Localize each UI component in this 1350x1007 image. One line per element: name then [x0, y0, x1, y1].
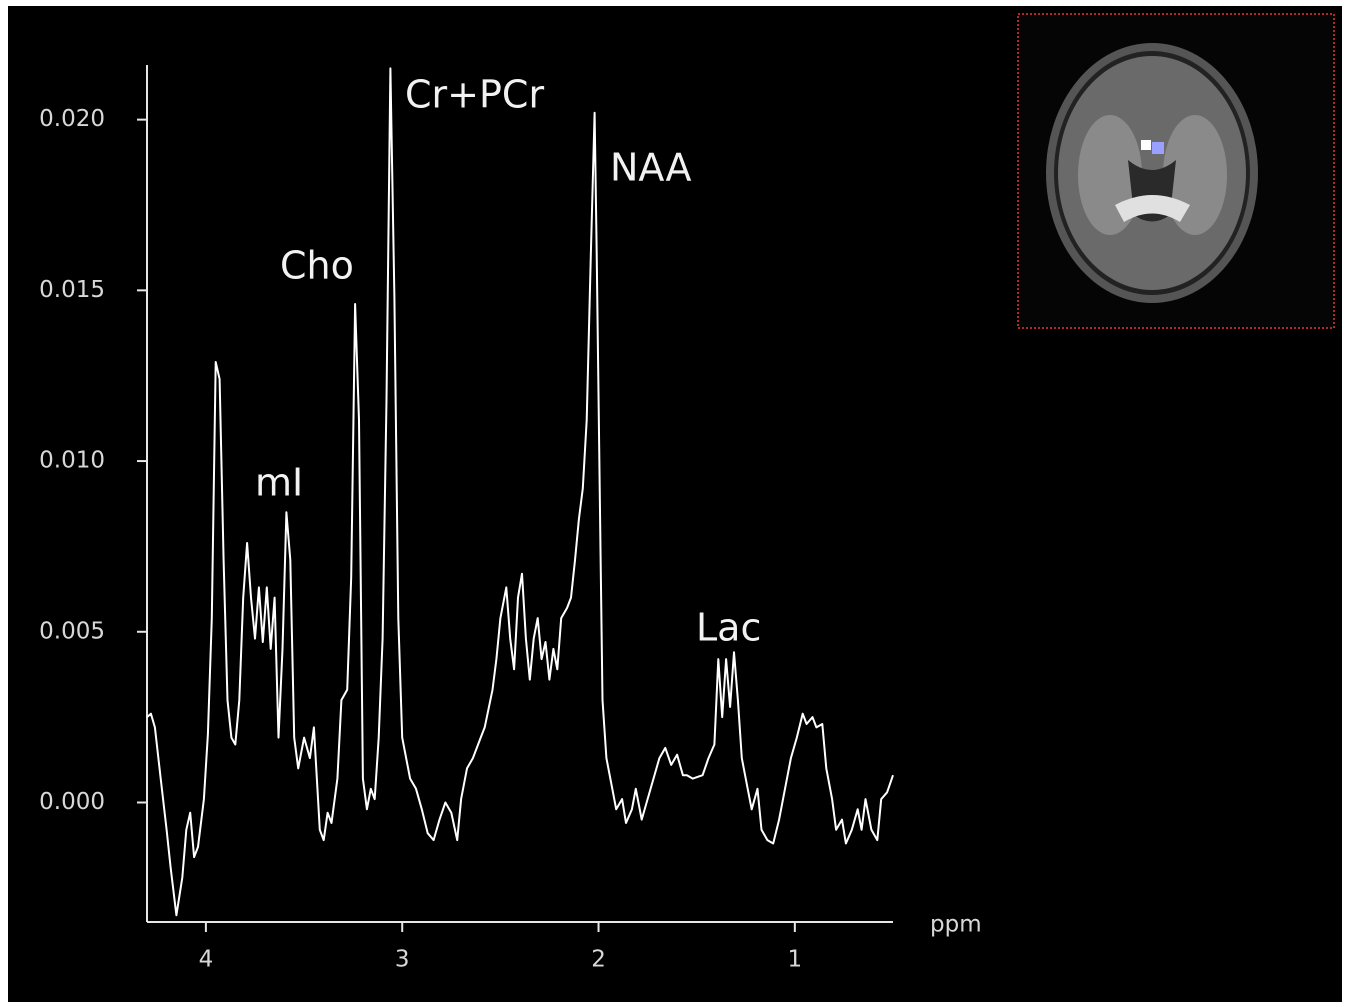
- peak-label: Lac: [696, 606, 761, 650]
- voxel: [1141, 140, 1151, 150]
- peak-label: NAA: [610, 146, 691, 190]
- peak-label: Cho: [280, 244, 354, 288]
- x-tick-label: 4: [199, 947, 214, 973]
- y-tick-label: 0.000: [39, 789, 105, 815]
- x-tick-label: 1: [788, 947, 803, 973]
- voxel-region: [1152, 142, 1164, 154]
- y-tick-label: 0.020: [39, 106, 105, 132]
- y-tick-label: 0.005: [39, 618, 105, 644]
- page: ppm 0.000 0.005 0.010 0.015 0.020 4 3 2 1 Cr+PCr N…: [0, 0, 1350, 1007]
- x-axis-label: ppm: [930, 912, 982, 938]
- peak-label: mI: [255, 461, 303, 505]
- mri-inset: [1018, 14, 1334, 328]
- peak-label: Cr+PCr: [405, 73, 544, 117]
- chart: ppm 0.000 0.005 0.010 0.015 0.020 4 3 2 1 Cr+PCr N…: [0, 0, 1350, 1007]
- y-tick-label: 0.015: [39, 277, 105, 303]
- x-tick-label: 2: [591, 947, 606, 973]
- y-tick-label: 0.010: [39, 448, 105, 474]
- x-tick-label: 3: [395, 947, 410, 973]
